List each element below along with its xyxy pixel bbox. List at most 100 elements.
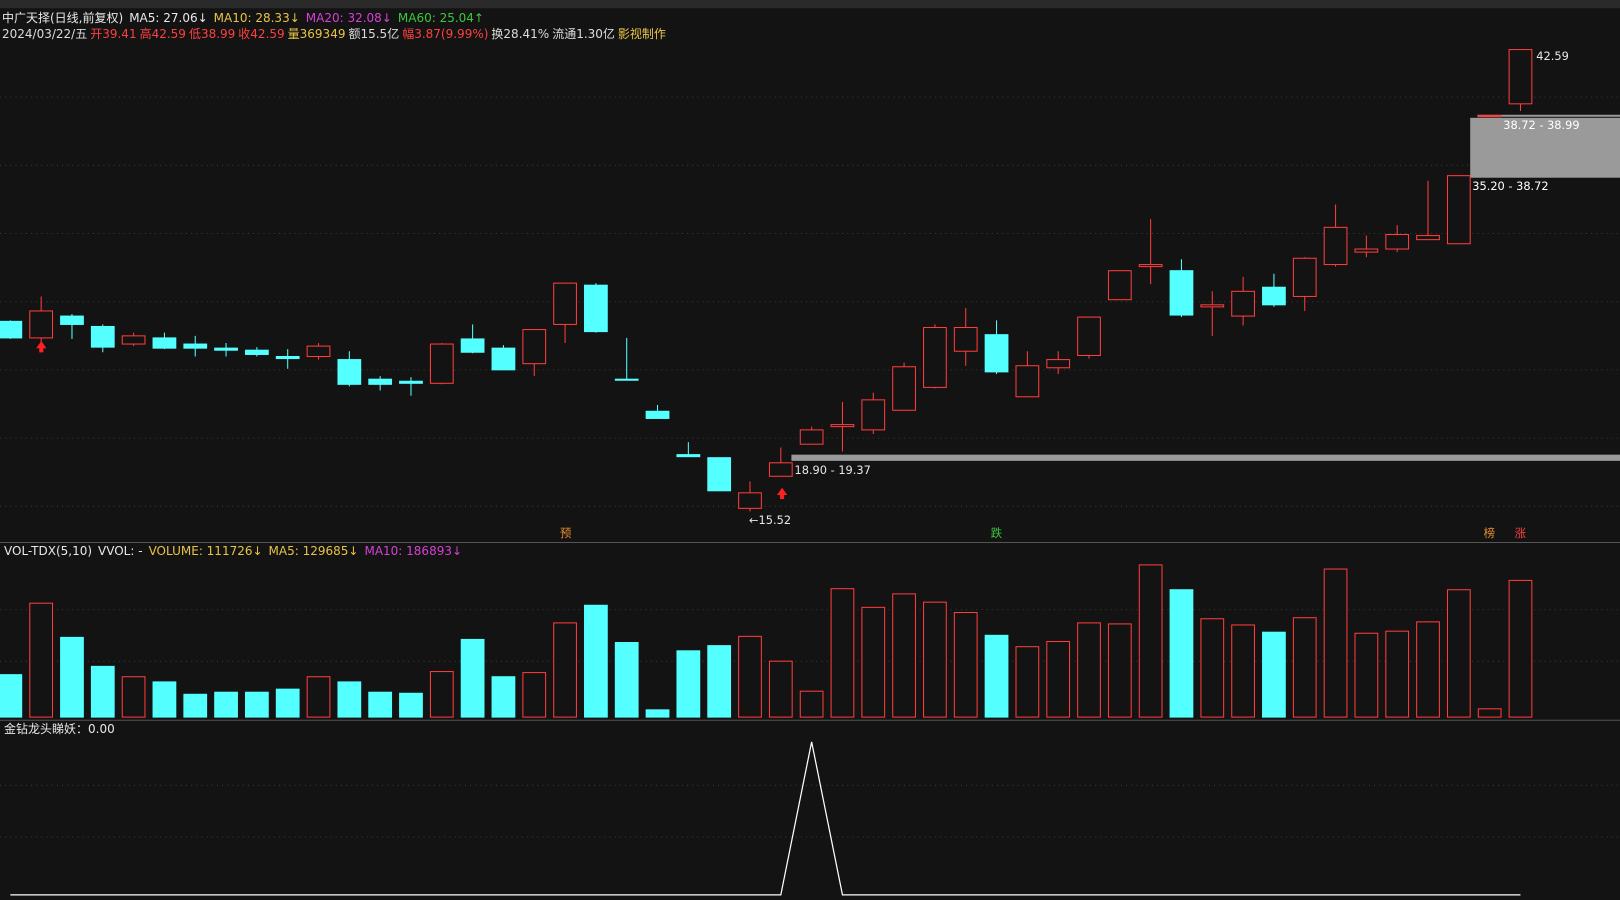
volume-bar xyxy=(491,676,516,718)
candle-body xyxy=(460,338,485,353)
volume-bar xyxy=(1323,568,1348,718)
volume-bar xyxy=(368,691,393,718)
candle-body xyxy=(830,424,855,428)
volume-bar xyxy=(1385,630,1410,718)
candle-body xyxy=(1262,286,1286,306)
volume-bar xyxy=(953,612,978,718)
candle-body xyxy=(1508,49,1533,105)
volume-bar xyxy=(214,691,238,718)
volume-bar xyxy=(1046,640,1071,718)
volume-bar xyxy=(1477,708,1502,718)
volume-bar xyxy=(553,622,577,718)
marker: 榜 xyxy=(1484,526,1495,540)
buy-arrow xyxy=(776,487,788,500)
candle-body xyxy=(1231,290,1255,317)
candle-body xyxy=(1015,365,1040,398)
volume-bar xyxy=(522,672,547,718)
candle-body xyxy=(275,355,300,360)
candle-body xyxy=(0,320,23,339)
menu-bar xyxy=(0,0,1620,9)
volume-legend-item: MA5: 129685↓ xyxy=(268,544,359,558)
volume-bar xyxy=(460,638,485,718)
volume-bar xyxy=(676,650,701,718)
info-item: 幅3.87(9.99%) xyxy=(402,27,489,41)
volume-bar xyxy=(90,665,115,718)
candle-body xyxy=(1446,175,1471,245)
volume-bar xyxy=(60,636,84,718)
candle-body xyxy=(1323,226,1348,266)
info-row: 2024/03/22/五 开39.41 高42.59 低38.99 收42.59 量369… xyxy=(2,27,666,41)
marker: 预 xyxy=(560,526,571,540)
volume-bar xyxy=(768,660,793,718)
candle-body xyxy=(183,343,208,349)
candle-body xyxy=(491,347,516,371)
volume-bar xyxy=(0,674,23,718)
volume-bar xyxy=(306,676,331,718)
volume-bar xyxy=(707,645,732,718)
candle-body xyxy=(60,315,84,325)
annotation: 35.20 - 38.72 xyxy=(1472,179,1548,193)
volume-bar xyxy=(152,681,177,718)
volume-bar xyxy=(1077,622,1101,718)
gap-zone xyxy=(791,454,1620,461)
annotation: ←15.52 xyxy=(749,513,791,527)
volume-bar xyxy=(830,588,855,718)
indicator-title: 金钻龙头睇妖： xyxy=(4,722,89,736)
volume-bar xyxy=(738,635,762,718)
volume-legend-item: VOLUME: 111726↓ xyxy=(148,544,263,558)
candle-body xyxy=(90,325,115,348)
indicator-legend: 金钻龙头睇妖： 0.00 xyxy=(4,722,115,736)
candle-body xyxy=(553,282,577,325)
volume-legend-item: VVOL: - xyxy=(98,544,143,558)
volume-bar xyxy=(923,601,947,718)
candle-body xyxy=(1354,248,1379,253)
candle-body xyxy=(337,359,362,385)
indicator-value: 0.00 xyxy=(88,722,115,736)
candle-body xyxy=(121,335,146,345)
volume-bar xyxy=(183,693,208,718)
candle-body xyxy=(923,326,947,388)
candle-body xyxy=(676,454,701,458)
candle-body xyxy=(984,334,1009,373)
ma-legend: MA60: 25.04↑ xyxy=(397,11,484,25)
indicator-line xyxy=(10,741,1521,896)
title: 中广天择(日线,前复权) xyxy=(2,11,124,25)
volume-bar xyxy=(1416,621,1440,718)
candle-body xyxy=(245,349,269,355)
volume-bar xyxy=(1292,617,1317,718)
buy-arrow xyxy=(36,340,47,353)
volume-bar xyxy=(984,634,1009,718)
volume-bar xyxy=(799,690,824,718)
volume-legend-item: MA10: 186893↓ xyxy=(364,544,463,558)
candle-body xyxy=(614,378,639,381)
candle-body xyxy=(1169,270,1194,316)
volume-bar xyxy=(1446,589,1471,718)
volume-bar xyxy=(1231,624,1255,718)
candle-body xyxy=(306,345,331,358)
candle-body xyxy=(1107,270,1132,301)
ma-legend: MA5: 27.06↓ xyxy=(129,11,208,25)
candle-body xyxy=(1385,234,1410,250)
volume-bar xyxy=(121,676,146,718)
candle-body xyxy=(953,326,978,352)
candle-body xyxy=(861,399,886,431)
volume-bar xyxy=(399,692,423,718)
annotation: 18.90 - 19.37 xyxy=(795,463,871,477)
candle-body xyxy=(1077,316,1101,357)
volume-bar xyxy=(645,709,670,718)
candle-body xyxy=(892,366,916,411)
info-item: 量369349 xyxy=(287,27,346,41)
volume-bar xyxy=(1262,631,1286,718)
candle-body xyxy=(1416,235,1440,241)
candle-body xyxy=(768,462,793,477)
marker: 涨 xyxy=(1515,526,1526,540)
volume-bar xyxy=(245,691,269,718)
ma-legend: MA20: 32.08↓ xyxy=(305,11,392,25)
info-item: 收42.59 xyxy=(238,27,285,41)
candle-body xyxy=(1046,359,1071,369)
candle-body xyxy=(707,457,732,492)
candle-body xyxy=(399,380,423,384)
volume-bar xyxy=(861,606,886,718)
